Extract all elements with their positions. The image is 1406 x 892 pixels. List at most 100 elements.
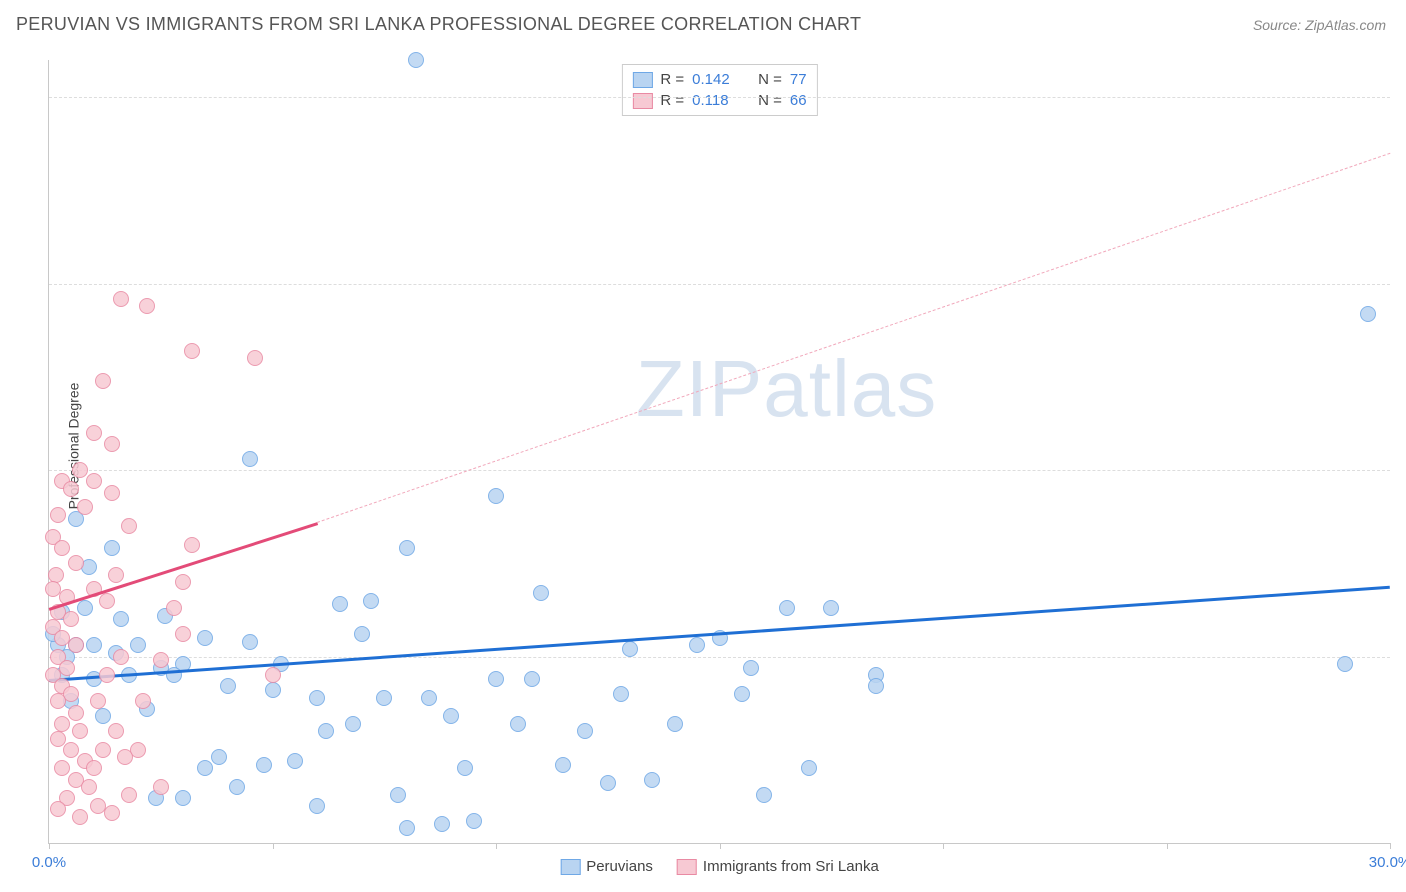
data-point <box>466 813 482 829</box>
data-point <box>242 451 258 467</box>
data-point <box>309 798 325 814</box>
data-point <box>756 787 772 803</box>
scatter-chart: ZIPatlas R =0.142N =77R =0.118N =66 Peru… <box>48 60 1390 844</box>
legend-row: R =0.142N =77 <box>632 69 806 90</box>
data-point <box>197 760 213 776</box>
data-point <box>510 716 526 732</box>
data-point <box>68 637 84 653</box>
data-point <box>63 481 79 497</box>
data-point <box>104 436 120 452</box>
data-point <box>86 637 102 653</box>
legend-row: R =0.118N =66 <box>632 90 806 111</box>
x-tick <box>1390 843 1391 849</box>
data-point <box>135 693 151 709</box>
data-point <box>90 693 106 709</box>
data-point <box>743 660 759 676</box>
data-point <box>104 805 120 821</box>
data-point <box>287 753 303 769</box>
data-point <box>68 555 84 571</box>
data-point <box>50 507 66 523</box>
data-point <box>113 649 129 665</box>
data-point <box>256 757 272 773</box>
data-point <box>121 787 137 803</box>
data-point <box>130 637 146 653</box>
data-point <box>77 499 93 515</box>
legend-swatch <box>677 859 697 875</box>
data-point <box>555 757 571 773</box>
data-point <box>734 686 750 702</box>
trend-line <box>317 153 1390 523</box>
data-point <box>332 596 348 612</box>
data-point <box>309 690 325 706</box>
data-point <box>229 779 245 795</box>
x-tick <box>496 843 497 849</box>
data-point <box>265 682 281 698</box>
data-point <box>50 693 66 709</box>
data-point <box>524 671 540 687</box>
data-point <box>175 790 191 806</box>
data-point <box>121 518 137 534</box>
data-point <box>1337 656 1353 672</box>
y-tick-label: 5.0% <box>1400 648 1406 665</box>
data-point <box>600 775 616 791</box>
data-point <box>72 723 88 739</box>
legend-label: Peruvians <box>586 858 653 875</box>
data-point <box>99 593 115 609</box>
data-point <box>242 634 258 650</box>
data-point <box>184 343 200 359</box>
legend-label: Immigrants from Sri Lanka <box>703 858 879 875</box>
y-tick-label: 10.0% <box>1400 462 1406 479</box>
data-point <box>533 585 549 601</box>
data-point <box>77 600 93 616</box>
data-point <box>488 671 504 687</box>
data-point <box>117 749 133 765</box>
data-point <box>72 809 88 825</box>
data-point <box>265 667 281 683</box>
legend-swatch <box>632 72 652 88</box>
data-point <box>197 630 213 646</box>
data-point <box>54 760 70 776</box>
x-tick <box>1167 843 1168 849</box>
gridline <box>49 284 1390 285</box>
data-point <box>801 760 817 776</box>
data-point <box>613 686 629 702</box>
chart-title: PERUVIAN VS IMMIGRANTS FROM SRI LANKA PR… <box>16 14 861 35</box>
data-point <box>220 678 236 694</box>
data-point <box>823 600 839 616</box>
data-point <box>50 731 66 747</box>
data-point <box>622 641 638 657</box>
data-point <box>175 626 191 642</box>
x-tick-label: 0.0% <box>32 854 66 871</box>
source-attribution: Source: ZipAtlas.com <box>1253 17 1386 33</box>
data-point <box>175 574 191 590</box>
data-point <box>81 779 97 795</box>
gridline <box>49 470 1390 471</box>
data-point <box>434 816 450 832</box>
legend-swatch <box>560 859 580 875</box>
data-point <box>72 462 88 478</box>
data-point <box>95 708 111 724</box>
x-tick <box>49 843 50 849</box>
x-tick <box>720 843 721 849</box>
data-point <box>68 705 84 721</box>
data-point <box>153 779 169 795</box>
gridline <box>49 97 1390 98</box>
data-point <box>376 690 392 706</box>
data-point <box>184 537 200 553</box>
data-point <box>408 52 424 68</box>
data-point <box>139 298 155 314</box>
data-point <box>63 611 79 627</box>
data-point <box>153 652 169 668</box>
data-point <box>577 723 593 739</box>
gridline <box>49 657 1390 658</box>
data-point <box>48 567 64 583</box>
data-point <box>399 820 415 836</box>
x-tick <box>943 843 944 849</box>
data-point <box>689 637 705 653</box>
data-point <box>354 626 370 642</box>
data-point <box>421 690 437 706</box>
data-point <box>363 593 379 609</box>
data-point <box>54 540 70 556</box>
data-point <box>50 801 66 817</box>
data-point <box>318 723 334 739</box>
